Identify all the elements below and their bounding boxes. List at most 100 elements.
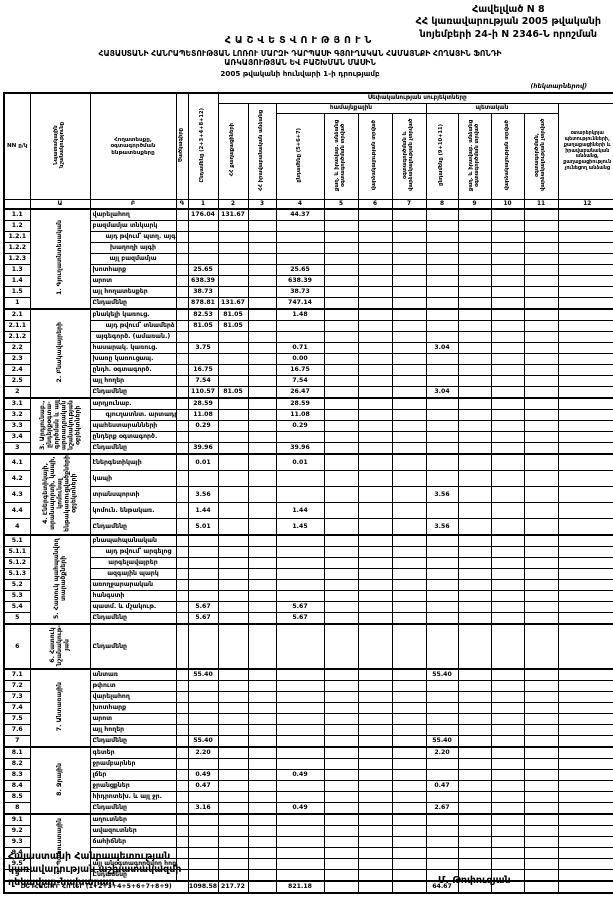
value-cell: 44.37: [275, 208, 325, 221]
value-cell: [275, 589, 325, 602]
value-cell: [247, 801, 277, 815]
value-cell: [247, 556, 277, 569]
code-cell: [175, 274, 189, 287]
value-cell: [391, 408, 427, 421]
value-cell: [217, 801, 249, 815]
value-cell: [275, 567, 325, 580]
value-cell: [391, 263, 427, 276]
value-cell: [523, 230, 559, 243]
row-label: այլ հողեր: [89, 374, 177, 387]
value-cell: [247, 868, 277, 882]
value-cell: [523, 622, 559, 670]
section-label: 8. Ջրային: [29, 745, 91, 815]
value-cell: [217, 545, 249, 558]
value-cell: [425, 790, 459, 803]
grand-total-value: [557, 879, 613, 894]
value-cell: [323, 208, 359, 221]
value-cell: [357, 812, 393, 826]
value-cell: [391, 556, 427, 569]
value-cell: [557, 452, 613, 472]
row-label: ազգային պարկ: [89, 567, 177, 580]
code-cell: [175, 517, 189, 536]
value-cell: [490, 533, 525, 547]
row-number: 9.5: [3, 857, 31, 870]
value-cell: [187, 330, 219, 343]
value-cell: [391, 419, 427, 432]
col-header-purpose: Նպատակային նշանակությունը: [29, 92, 91, 200]
value-cell: [357, 667, 393, 681]
value-cell: [457, 285, 492, 298]
row-number: 2.1.2: [3, 330, 31, 343]
code-cell: [175, 690, 189, 703]
col-header-legal-entities: ՀՀ իրավաբանական անձանց: [247, 103, 277, 200]
value-cell: [217, 757, 249, 770]
value-cell: [217, 470, 249, 487]
table-row: 2.1.2 այգեգործ. (ամառան.): [3, 330, 613, 343]
row-label: այդ թվում՝ պտղ. այգի: [89, 230, 177, 243]
table-row: 7.4 խոտհարք: [3, 701, 613, 714]
value-cell: [323, 611, 359, 625]
table-row: 7 Ընդամենը 55.40 55.40: [3, 734, 613, 748]
value-cell: [523, 857, 559, 870]
value-cell: 176.04: [187, 208, 219, 221]
value-cell: [247, 452, 277, 472]
value-cell: [247, 701, 277, 714]
value-cell: [425, 768, 459, 781]
row-number: 5.1.3: [3, 567, 31, 580]
value-cell: [187, 252, 219, 265]
value-cell: [425, 263, 459, 276]
value-cell: [275, 690, 325, 703]
row-number: 3.3: [3, 419, 31, 432]
value-cell: [425, 470, 459, 487]
value-cell: [457, 419, 492, 432]
value-cell: [425, 589, 459, 602]
value-cell: [523, 779, 559, 792]
value-cell: [557, 430, 613, 443]
row-number: 7.1: [3, 667, 31, 681]
value-cell: [523, 757, 559, 770]
value-cell: [490, 567, 525, 580]
code-cell: [175, 578, 189, 591]
row-number: 5.4: [3, 600, 31, 613]
value-cell: [247, 712, 277, 725]
appendix-note: Հավելված N 8 ՀՀ կառավարության 2005 թվակա…: [416, 4, 601, 41]
value-cell: [247, 374, 277, 387]
row-number: 1: [3, 296, 31, 310]
value-cell: [217, 600, 249, 613]
value-cell: [323, 667, 359, 681]
value-cell: [323, 263, 359, 276]
value-cell: [425, 274, 459, 287]
value-cell: [523, 812, 559, 826]
value-cell: 82.53: [187, 308, 219, 321]
value-cell: [490, 757, 525, 770]
value-cell: [523, 723, 559, 736]
value-cell: [490, 452, 525, 472]
value-cell: [457, 352, 492, 365]
value-cell: 26.47: [275, 385, 325, 399]
value-cell: 55.40: [187, 734, 219, 748]
value-cell: [275, 712, 325, 725]
row-number: 5.1: [3, 533, 31, 547]
value-cell: [557, 341, 613, 354]
value-cell: [391, 374, 427, 387]
value-cell: 5.67: [275, 611, 325, 625]
table-row: 4.1 4. Էներգետիկայի, տրանսպորտի, կապի, կո…: [3, 452, 613, 536]
value-cell: [490, 556, 525, 569]
value-cell: [357, 501, 393, 519]
table-row: 3 Ընդամենը 39.96 39.96: [3, 441, 613, 455]
value-cell: [275, 667, 325, 681]
code-cell: [175, 385, 189, 399]
table-row: 1.2.3 այլ բազմամյա: [3, 252, 613, 265]
value-cell: 0.49: [275, 801, 325, 815]
value-cell: [275, 319, 325, 332]
value-cell: 7.54: [187, 374, 219, 387]
section-label: 1. Գյուղատնտեսական: [29, 207, 91, 310]
col-header-nn: NN ը/կ: [3, 92, 31, 200]
value-cell: [523, 567, 559, 580]
value-cell: [523, 801, 559, 815]
grand-total-value: 217.72: [217, 879, 249, 894]
value-cell: [323, 430, 359, 443]
value-cell: [391, 589, 427, 602]
row-label: խոտհարք: [89, 701, 177, 714]
value-cell: 5.67: [187, 600, 219, 613]
